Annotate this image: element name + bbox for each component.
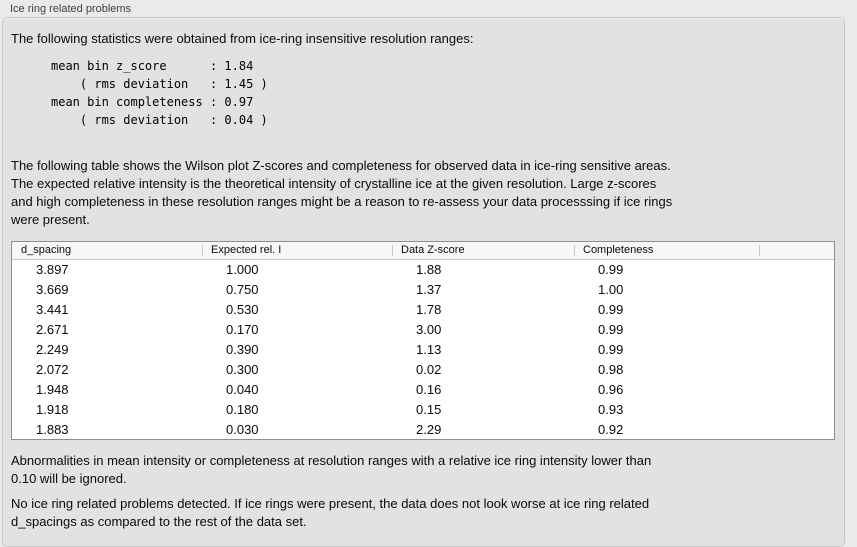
column-header-data-z-score[interactable]: Data Z-score	[392, 242, 574, 260]
table-cell	[759, 359, 834, 379]
table-cell: 1.883	[36, 421, 69, 437]
table-row[interactable]: 2.072 0.300 0.02 0.98	[12, 359, 834, 379]
table-cell: 1.000	[226, 261, 259, 277]
ignore-note-text: Abnormalities in mean intensity or compl…	[11, 453, 652, 486]
table-cell: 1.13	[416, 341, 442, 357]
table-cell: 1.00	[598, 281, 624, 297]
table-header-row: d_spacing Expected rel. I Data Z-score Comp…	[12, 242, 834, 260]
table-cell: 0.530	[226, 301, 259, 317]
table-cell: 0.180	[226, 401, 259, 417]
table-cell	[759, 339, 834, 359]
table-cell: 0.93	[598, 401, 624, 417]
table-cell: 0.390	[226, 341, 259, 357]
table-cell: 0.99	[598, 321, 624, 337]
table-cell	[759, 379, 834, 399]
table-cell: 0.300	[226, 361, 259, 377]
table-cell	[759, 319, 834, 339]
table-cell: 0.170	[226, 321, 259, 337]
table-cell: 3.00	[416, 321, 442, 337]
table-cell: 0.98	[598, 361, 624, 377]
table-cell: 1.918	[36, 401, 69, 417]
table-cell: 0.15	[416, 401, 442, 417]
table-cell	[759, 299, 834, 319]
table-cell: 3.441	[36, 301, 69, 317]
table-cell: 0.16	[416, 381, 442, 397]
table-cell: 0.92	[598, 421, 624, 437]
table-description-text: The following table shows the Wilson plo…	[11, 158, 673, 227]
column-header-d-spacing[interactable]: d_spacing	[12, 242, 202, 260]
table-cell: 0.02	[416, 361, 442, 377]
table-cell: 1.948	[36, 381, 69, 397]
table-row[interactable]: 3.669 0.750 1.37 1.00	[12, 279, 834, 299]
ice-ring-table: d_spacing Expected rel. I Data Z-score Comp…	[11, 241, 835, 440]
conclusion-text: No ice ring related problems detected. I…	[11, 496, 650, 529]
column-header-blank[interactable]	[759, 242, 834, 260]
table-row[interactable]: 1.918 0.180 0.15 0.93	[12, 399, 834, 419]
table-cell: 2.072	[36, 361, 69, 377]
table-row[interactable]: 2.249 0.390 1.13 0.99	[12, 339, 834, 359]
table-row[interactable]: 3.441 0.530 1.78 0.99	[12, 299, 834, 319]
table-cell	[759, 399, 834, 419]
table-cell: 3.669	[36, 281, 69, 297]
app-window: { "panel": { "title": "Ice ring related …	[2, 3, 845, 547]
table-cell: 1.88	[416, 261, 442, 277]
table-cell: 3.897	[36, 261, 69, 277]
table-cell	[759, 419, 834, 439]
table-row[interactable]: 2.671 0.170 3.00 0.99	[12, 319, 834, 339]
table-cell: 2.671	[36, 321, 69, 337]
table-cell: 1.37	[416, 281, 442, 297]
stats-summary-block: mean bin z_score : 1.84 ( rms deviation …	[51, 59, 268, 127]
table-cell: 0.99	[598, 341, 624, 357]
groupbox-title: Ice ring related problems	[10, 3, 132, 15]
table-cell: 2.29	[416, 421, 442, 437]
table-body: 3.897 1.000 1.88 0.99 3.669 0.750 1.37 1.00 3.44…	[12, 259, 834, 439]
column-header-completeness[interactable]: Completeness	[574, 242, 759, 260]
table-row[interactable]: 1.948 0.040 0.16 0.96	[12, 379, 834, 399]
table-cell: 0.030	[226, 421, 259, 437]
table-cell: 0.99	[598, 301, 624, 317]
table-cell: 0.96	[598, 381, 624, 397]
table-cell	[759, 259, 834, 279]
table-cell: 2.249	[36, 341, 69, 357]
table-cell	[759, 279, 834, 299]
table-row[interactable]: 3.897 1.000 1.88 0.99	[12, 259, 834, 279]
table-cell: 0.040	[226, 381, 259, 397]
column-header-expected-rel-i[interactable]: Expected rel. I	[202, 242, 392, 260]
ice-ring-panel: The following statistics were obtained f…	[2, 17, 845, 547]
table-row[interactable]: 1.883 0.030 2.29 0.92	[12, 419, 834, 439]
stats-intro-text: The following statistics were obtained f…	[11, 31, 474, 46]
table-cell: 0.99	[598, 261, 624, 277]
table-cell: 0.750	[226, 281, 259, 297]
ice-ring-data-grid: d_spacing Expected rel. I Data Z-score Comp…	[12, 242, 834, 439]
table-cell: 1.78	[416, 301, 442, 317]
